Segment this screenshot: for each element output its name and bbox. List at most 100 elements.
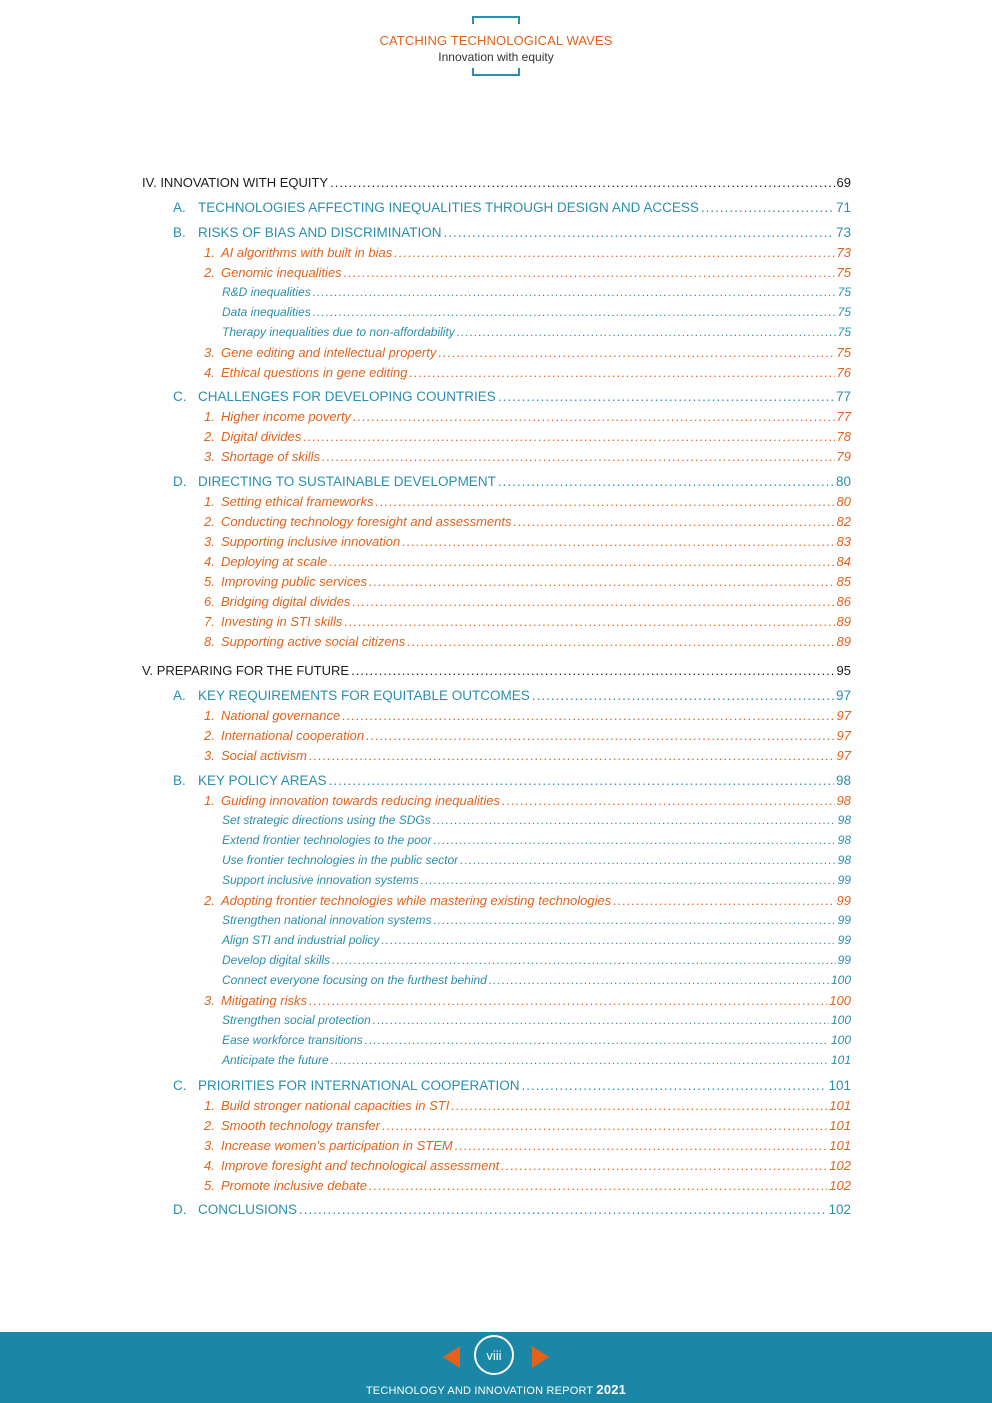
toc-entry[interactable]: 4. Deploying at scale 84: [204, 554, 851, 569]
toc-leader-dots: [498, 389, 834, 404]
toc-entry[interactable]: 5. Improving public services 85: [204, 574, 851, 589]
toc-entry[interactable]: 3. Social activism 97: [204, 748, 851, 763]
toc-leader-dots: [303, 429, 834, 444]
arrow-right-icon[interactable]: [532, 1346, 549, 1368]
toc-entry-page: 82: [836, 514, 851, 529]
toc-entry[interactable]: R&D inequalities 75: [222, 285, 851, 299]
toc-entry[interactable]: 4. Ethical questions in gene editing 76: [204, 365, 851, 380]
toc-entry-title: Improving public services: [221, 574, 367, 589]
toc-entry[interactable]: IV. INNOVATION WITH EQUITY 69: [142, 175, 851, 190]
toc-entry[interactable]: Connect everyone focusing on the furthes…: [222, 973, 851, 987]
toc-entry-number: 2.: [204, 893, 215, 908]
toc-entry-page: 89: [836, 634, 851, 649]
toc-leader-dots: [313, 305, 836, 319]
toc-entry[interactable]: 6. Bridging digital divides 86: [204, 594, 851, 609]
toc-entry[interactable]: 2. International cooperation 97: [204, 728, 851, 743]
toc-entry-title: IV. INNOVATION WITH EQUITY: [142, 175, 329, 190]
toc-leader-dots: [455, 1138, 828, 1153]
toc-entry-page: 95: [836, 663, 851, 678]
toc-leader-dots: [352, 594, 834, 609]
toc-entry[interactable]: Ease workforce transitions 100: [222, 1033, 851, 1047]
toc-leader-dots: [366, 728, 834, 743]
toc-entry[interactable]: 3. Supporting inclusive innovation 83: [204, 534, 851, 549]
toc-entry[interactable]: B. KEY POLICY AREAS 98: [173, 773, 851, 788]
toc-leader-dots: [353, 409, 834, 424]
toc-entry-title: Adopting frontier technologies while mas…: [221, 893, 612, 908]
toc-entry-title: Investing in STI skills: [221, 614, 343, 629]
toc-leader-dots: [433, 913, 835, 927]
toc-entry-label: 3. Gene editing and intellectual property: [204, 345, 436, 360]
toc-entry-number: 1.: [204, 494, 215, 509]
toc-entry[interactable]: Therapy inequalities due to non-affordab…: [222, 325, 851, 339]
toc-entry[interactable]: 1. AI algorithms with built in bias 73: [204, 245, 851, 260]
toc-entry[interactable]: D. DIRECTING TO SUSTAINABLE DEVELOPMENT 80: [173, 474, 851, 489]
toc-entry[interactable]: Support inclusive innovation systems 99: [222, 873, 851, 887]
toc-entry[interactable]: A. KEY REQUIREMENTS FOR EQUITABLE OUTCOME…: [173, 688, 851, 703]
toc-entry-title: Use frontier technologies in the public …: [222, 853, 459, 867]
toc-entry[interactable]: V. PREPARING FOR THE FUTURE 95: [142, 663, 851, 678]
toc-entry[interactable]: 7. Investing in STI skills 89: [204, 614, 851, 629]
toc-entry-title: Ease workforce transitions: [222, 1033, 363, 1047]
toc-entry-number: A.: [173, 688, 186, 703]
toc-entry[interactable]: C. CHALLENGES FOR DEVELOPING COUNTRIES 77: [173, 389, 851, 404]
toc-entry-page: 100: [830, 1033, 851, 1047]
toc-entry-number: C.: [173, 389, 187, 404]
toc-entry[interactable]: 2. Conducting technology foresight and as…: [204, 514, 851, 529]
toc-entry[interactable]: B. RISKS OF BIAS AND DISCRIMINATION 73: [173, 225, 851, 240]
toc-entry[interactable]: 1. Guiding innovation towards reducing in…: [204, 793, 851, 808]
toc-entry[interactable]: Extend frontier technologies to the poor…: [222, 833, 851, 847]
toc-entry-label: Extend frontier technologies to the poor: [222, 833, 431, 847]
toc-entry[interactable]: Use frontier technologies in the public …: [222, 853, 851, 867]
toc-entry-page: 75: [837, 305, 851, 319]
toc-entry-label: D. CONCLUSIONS: [173, 1202, 297, 1217]
toc-entry[interactable]: Strengthen national innovation systems 99: [222, 913, 851, 927]
toc-entry-title: Strengthen national innovation systems: [222, 913, 432, 927]
toc-entry[interactable]: 3. Shortage of skills 79: [204, 449, 851, 464]
toc-entry-label: 2. Digital divides: [204, 429, 301, 444]
toc-entry[interactable]: 8. Supporting active social citizens 89: [204, 634, 851, 649]
toc-entry[interactable]: 3. Gene editing and intellectual property…: [204, 345, 851, 360]
toc-entry-label: 1. Higher income poverty: [204, 409, 351, 424]
toc-entry[interactable]: 3. Mitigating risks 100: [204, 993, 851, 1008]
toc-leader-dots: [309, 993, 827, 1008]
toc-entry[interactable]: 1. Higher income poverty 77: [204, 409, 851, 424]
toc-entry-title: CHALLENGES FOR DEVELOPING COUNTRIES: [198, 389, 496, 404]
toc-entry-title: AI algorithms with built in bias: [221, 245, 393, 260]
toc-leader-dots: [613, 893, 834, 908]
header-bracket-top: [472, 16, 520, 24]
toc-entry-label: 3. Mitigating risks: [204, 993, 307, 1008]
toc-leader-dots: [438, 345, 834, 360]
toc-entry[interactable]: Strengthen social protection 100: [222, 1013, 851, 1027]
toc-entry[interactable]: 1. National governance 97: [204, 708, 851, 723]
toc-entry[interactable]: 2. Digital divides 78: [204, 429, 851, 444]
toc-entry-title: Genomic inequalities: [221, 265, 342, 280]
toc-entry[interactable]: Anticipate the future 101: [222, 1053, 851, 1067]
toc-entry-number: 1.: [204, 793, 215, 808]
toc-entry[interactable]: Align STI and industrial policy 99: [222, 933, 851, 947]
toc-entry[interactable]: Data inequalities 75: [222, 305, 851, 319]
toc-entry[interactable]: 1. Build stronger national capacities in …: [204, 1098, 851, 1113]
toc-entry-label: Connect everyone focusing on the furthes…: [222, 973, 487, 987]
toc-entry[interactable]: 5. Promote inclusive debate 102: [204, 1178, 851, 1193]
toc-entry[interactable]: 2. Adopting frontier technologies while m…: [204, 893, 851, 908]
arrow-left-icon[interactable]: [443, 1346, 460, 1368]
toc-entry[interactable]: A. TECHNOLOGIES AFFECTING INEQUALITIES TH…: [173, 200, 851, 215]
toc-entry[interactable]: 2. Genomic inequalities 75: [204, 265, 851, 280]
toc-entry[interactable]: 3. Increase women’s participation in STEM…: [204, 1138, 851, 1153]
toc-entry-label: B. RISKS OF BIAS AND DISCRIMINATION: [173, 225, 442, 240]
toc-entry[interactable]: Develop digital skills 99: [222, 953, 851, 967]
toc-leader-dots: [489, 973, 829, 987]
toc-entry-page: 75: [837, 285, 851, 299]
toc-entry[interactable]: 2. Smooth technology transfer 101: [204, 1118, 851, 1133]
toc-entry[interactable]: Set strategic directions using the SDGs 9…: [222, 813, 851, 827]
toc-entry-number: 2.: [204, 265, 215, 280]
toc-entry[interactable]: C. PRIORITIES FOR INTERNATIONAL COOPERATI…: [173, 1078, 851, 1093]
toc-entry[interactable]: D. CONCLUSIONS 102: [173, 1202, 851, 1217]
toc-entry[interactable]: 4. Improve foresight and technological as…: [204, 1158, 851, 1173]
toc-entry-title: TECHNOLOGIES AFFECTING INEQUALITIES THRO…: [198, 200, 699, 215]
toc-entry[interactable]: 1. Setting ethical frameworks 80: [204, 494, 851, 509]
toc-entry-title: Build stronger national capacities in ST…: [221, 1098, 450, 1113]
toc-entry-title: Supporting inclusive innovation: [221, 534, 401, 549]
toc-entry-page: 98: [836, 793, 851, 808]
toc-leader-dots: [299, 1202, 826, 1217]
